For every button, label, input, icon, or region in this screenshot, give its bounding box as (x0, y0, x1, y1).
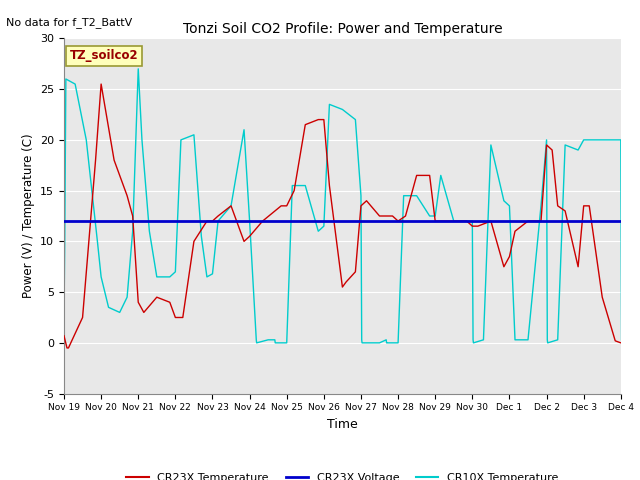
Title: Tonzi Soil CO2 Profile: Power and Temperature: Tonzi Soil CO2 Profile: Power and Temper… (182, 22, 502, 36)
Text: No data for f_T2_BattV: No data for f_T2_BattV (6, 17, 132, 28)
Text: TZ_soilco2: TZ_soilco2 (70, 49, 138, 62)
Legend: CR23X Temperature, CR23X Voltage, CR10X Temperature: CR23X Temperature, CR23X Voltage, CR10X … (122, 468, 563, 480)
X-axis label: Time: Time (327, 418, 358, 431)
Y-axis label: Power (V) / Temperature (C): Power (V) / Temperature (C) (22, 134, 35, 298)
